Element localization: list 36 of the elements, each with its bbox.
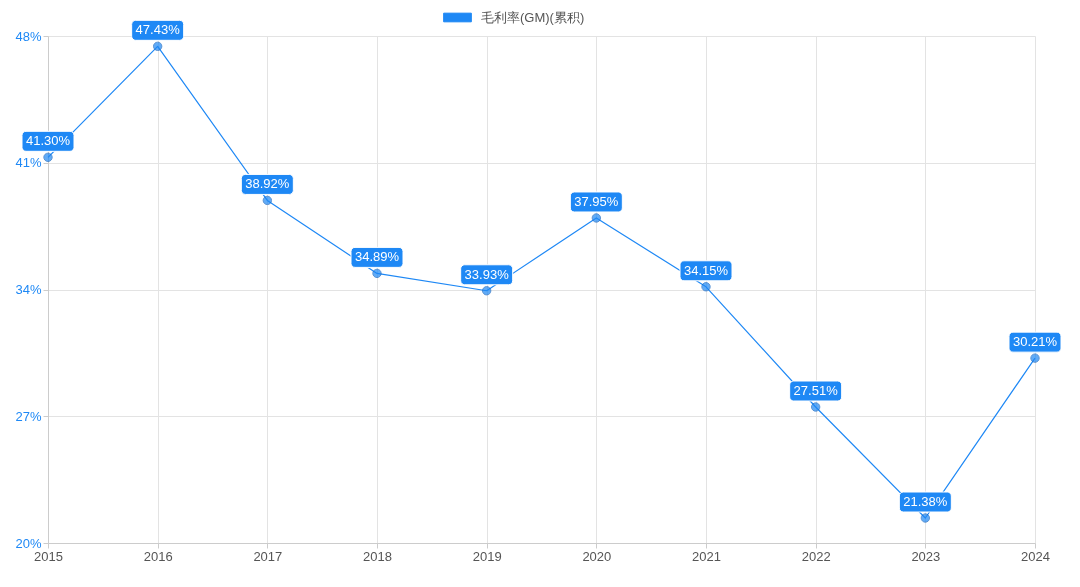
- y-tick-label: 34%: [15, 282, 42, 297]
- point: [810, 402, 821, 412]
- point: [1030, 353, 1040, 363]
- x-tick-label: 2016: [143, 548, 173, 564]
- x-tick-label: 2017: [253, 548, 283, 564]
- point: [591, 213, 602, 223]
- data-label: 27.51%: [793, 383, 839, 399]
- point: [372, 268, 382, 279]
- point: [152, 41, 163, 51]
- data-label: 41.30%: [25, 133, 71, 149]
- data-label: 38.92%: [245, 176, 290, 192]
- data-label: 30.21%: [1012, 334, 1058, 350]
- x-tick-label: 2022: [801, 548, 831, 564]
- point: [262, 195, 273, 206]
- point: [481, 286, 492, 296]
- point: [701, 282, 711, 292]
- x-tick-label: 2019: [472, 548, 502, 564]
- y-tick-label: 41%: [15, 155, 42, 171]
- y-tick-label: 27%: [15, 408, 42, 424]
- point: [920, 513, 931, 523]
- data-label: 34.89%: [354, 249, 400, 265]
- y-tick-label: 20%: [15, 535, 42, 551]
- point: [43, 152, 53, 162]
- x-tick-label: 2024: [1021, 548, 1050, 564]
- data-label: 34.15%: [683, 262, 729, 278]
- y-tick-label: 48%: [15, 28, 42, 44]
- data-label: 33.93%: [464, 266, 510, 282]
- data-label: 37.95%: [574, 193, 619, 209]
- x-tick-label: 2023: [911, 548, 941, 564]
- x-tick-label: 2021: [692, 548, 721, 564]
- legend-label: 毛利率(GM)(累积): [481, 9, 585, 25]
- data-label: 47.43%: [135, 22, 181, 38]
- x-tick-label: 2020: [582, 548, 612, 564]
- x-tick-label: 2018: [363, 548, 392, 564]
- x-tick-label: 2015: [34, 548, 63, 564]
- data-label: 21.38%: [903, 494, 948, 510]
